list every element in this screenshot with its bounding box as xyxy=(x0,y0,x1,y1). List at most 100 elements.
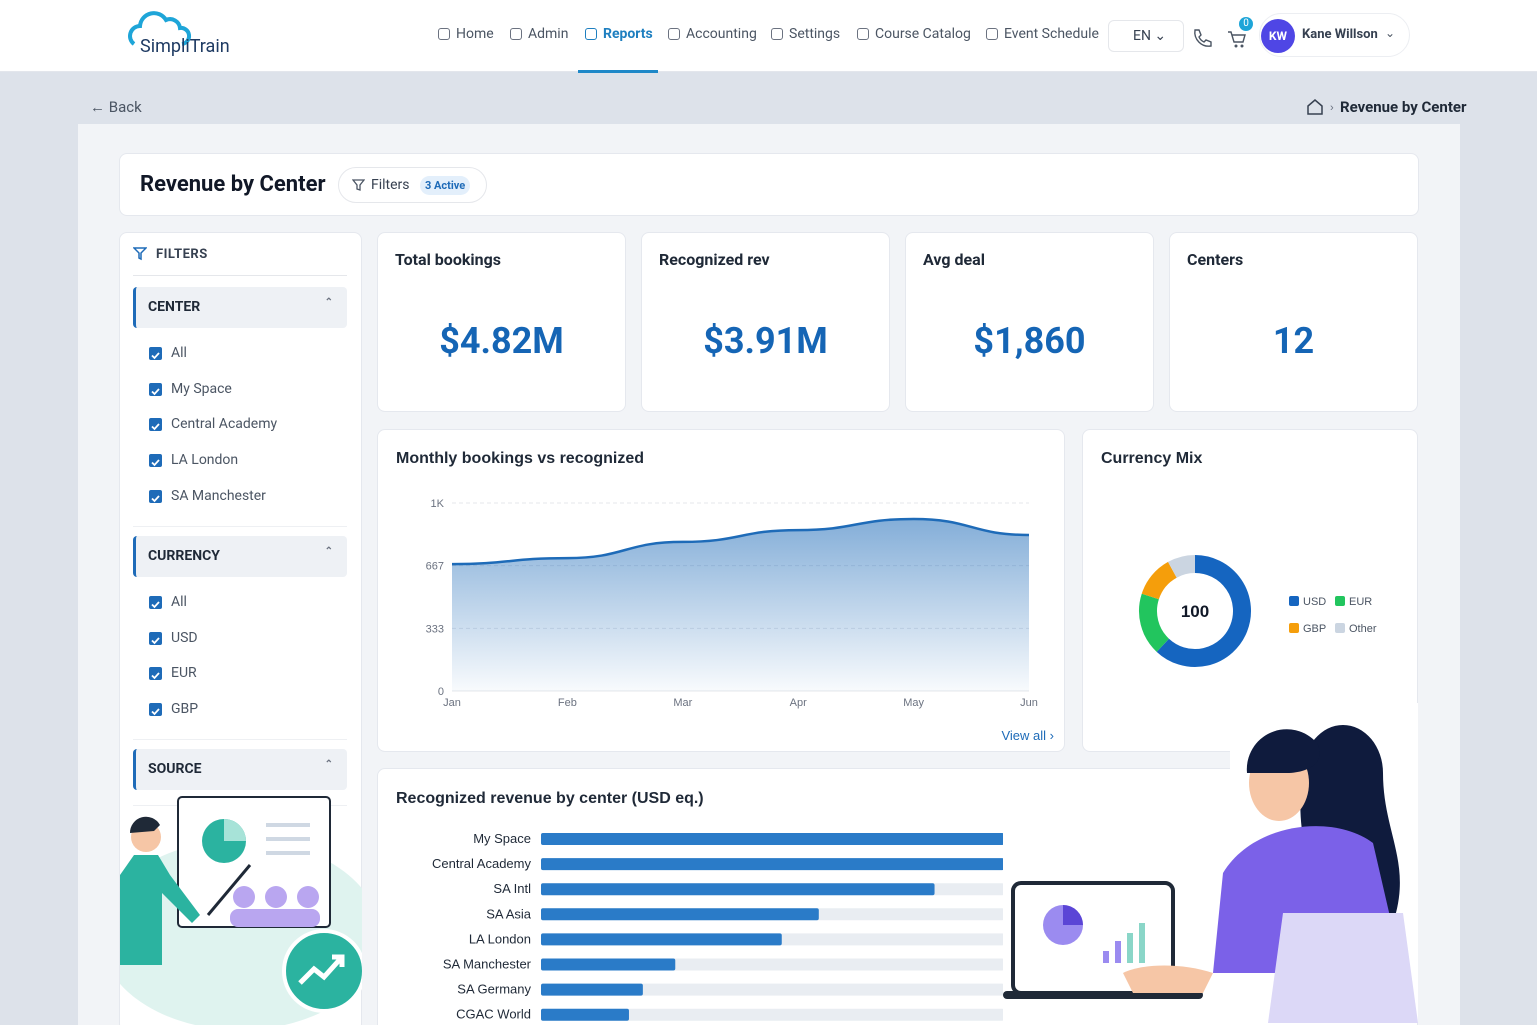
filter-option[interactable]: My Space xyxy=(171,380,232,397)
user-menu[interactable] xyxy=(1259,13,1410,57)
bar-label: SA Germany xyxy=(457,982,531,997)
checkbox[interactable] xyxy=(149,489,162,503)
kpi-card xyxy=(377,232,626,412)
checkbox[interactable] xyxy=(149,702,162,716)
x-tick-label: Jun xyxy=(1020,697,1038,709)
nav-label: Settings xyxy=(789,26,841,42)
bar xyxy=(541,833,1004,845)
nav-item[interactable]: Course Catalog xyxy=(857,26,971,42)
phone-icon[interactable] xyxy=(1194,29,1212,47)
check xyxy=(151,601,160,609)
nav-item[interactable]: Settings xyxy=(771,26,840,42)
nav-item[interactable]: Accounting xyxy=(668,26,757,42)
x-tick-label: Mar xyxy=(673,697,692,709)
sidebar-filter-icon xyxy=(133,247,147,261)
nav-item[interactable]: Home xyxy=(438,26,494,42)
bar xyxy=(541,858,1004,871)
language-select[interactable]: EN ⌄ xyxy=(1108,20,1184,52)
filter-group-header[interactable]: SOURCE ⌃ xyxy=(133,748,347,790)
area-chart: Monthly bookings vs recognized 0 333 667 1K J… xyxy=(396,450,1054,743)
check xyxy=(151,495,160,503)
kpi-value: $4.82M xyxy=(439,320,564,362)
kpi-label: Recognized rev xyxy=(659,250,770,269)
bar-track xyxy=(541,1008,1004,1021)
user-name: Kane Willson xyxy=(1302,27,1378,42)
back-link[interactable]: ← Back xyxy=(90,98,142,116)
view-all-link[interactable]: View all › xyxy=(1001,728,1054,743)
nav-icon xyxy=(857,28,869,40)
check xyxy=(151,708,160,716)
checkbox[interactable] xyxy=(149,418,162,432)
filters-button[interactable]: Filters 3 Active xyxy=(338,167,487,203)
kpi-card xyxy=(905,232,1154,412)
legend-swatch xyxy=(1289,623,1299,633)
legend-label: USD xyxy=(1303,596,1326,608)
nav-icon xyxy=(585,28,597,40)
nav-label: Reports xyxy=(603,26,653,42)
cart-icon[interactable] xyxy=(1228,31,1246,43)
filter-group-header[interactable]: CURRENCY ⌃ xyxy=(133,535,347,577)
filter-option[interactable]: SA Manchester xyxy=(171,487,266,504)
bar-track xyxy=(541,983,1004,996)
filter-option[interactable]: All xyxy=(171,345,187,361)
checkbox[interactable] xyxy=(149,667,162,681)
check xyxy=(151,459,160,467)
bar-label: SA Asia xyxy=(486,906,532,921)
logo-text[interactable]: SimpliTrain xyxy=(140,36,230,57)
nav-label: Admin xyxy=(528,26,569,42)
presenter-illustration xyxy=(120,796,362,1025)
bar-label: SA Manchester xyxy=(443,957,532,972)
x-tick-label: May xyxy=(903,697,924,709)
checkbox[interactable] xyxy=(149,454,162,468)
bar-label: LA London xyxy=(469,931,531,946)
title-card xyxy=(119,153,1419,216)
divider xyxy=(133,738,347,740)
x-tick-label: Apr xyxy=(790,697,807,709)
breadcrumb-home[interactable]: › xyxy=(1306,98,1338,116)
nav-icon xyxy=(771,28,783,40)
checkbox[interactable] xyxy=(149,347,162,360)
x-tick-label: Feb xyxy=(558,697,577,709)
nav-icon xyxy=(986,28,998,40)
nav-item[interactable]: Event Schedule xyxy=(986,26,1099,42)
nav-item[interactable]: Reports xyxy=(585,26,653,42)
nav-label: Course Catalog xyxy=(875,26,971,42)
filter-group-title: SOURCE xyxy=(148,760,202,777)
filter-group-header[interactable]: CENTER ⌃ xyxy=(133,287,347,328)
kpi-label: Total bookings xyxy=(395,250,501,269)
header-icons xyxy=(1194,29,1246,48)
checkbox[interactable] xyxy=(149,382,162,396)
collapse-caret: ⌃ xyxy=(324,545,333,557)
svg-text:›: › xyxy=(1330,102,1334,114)
nav-icon xyxy=(438,28,450,40)
x-tick-label: Jan xyxy=(443,697,461,709)
logo-icon xyxy=(128,11,192,46)
divider xyxy=(133,275,347,276)
filters-label: Filters xyxy=(371,177,410,193)
filter-option[interactable]: Central Academy xyxy=(171,416,278,433)
bar-label: CGAC World xyxy=(456,1007,531,1022)
filter-option[interactable]: GBP xyxy=(171,700,199,717)
bar xyxy=(541,958,676,971)
donut-center-label: 100 xyxy=(1181,602,1209,621)
checkbox[interactable] xyxy=(149,631,162,645)
user-caret: ⌄ xyxy=(1385,26,1396,40)
checkbox[interactable] xyxy=(149,595,162,609)
collapse-caret: ⌃ xyxy=(324,297,333,308)
check xyxy=(151,423,160,431)
nav-item[interactable]: Admin xyxy=(510,26,568,42)
donut-card: Currency Mix 100 USD EUR GBP Other xyxy=(1082,429,1418,752)
check xyxy=(151,672,160,680)
donut-segment xyxy=(1139,593,1170,652)
cart-badge: 0 xyxy=(1239,17,1253,31)
filter-option[interactable]: EUR xyxy=(171,665,197,682)
filter-option[interactable]: All xyxy=(171,593,187,610)
area-line xyxy=(451,517,1030,566)
donut-segment xyxy=(1141,561,1178,600)
filter-option[interactable]: LA London xyxy=(171,452,239,469)
donut-chart: Currency Mix 100 USD EUR GBP Other xyxy=(1101,450,1377,667)
filter-option[interactable]: USD xyxy=(171,629,198,646)
bar-label: My Space xyxy=(473,831,531,846)
nav-icon xyxy=(668,28,680,40)
